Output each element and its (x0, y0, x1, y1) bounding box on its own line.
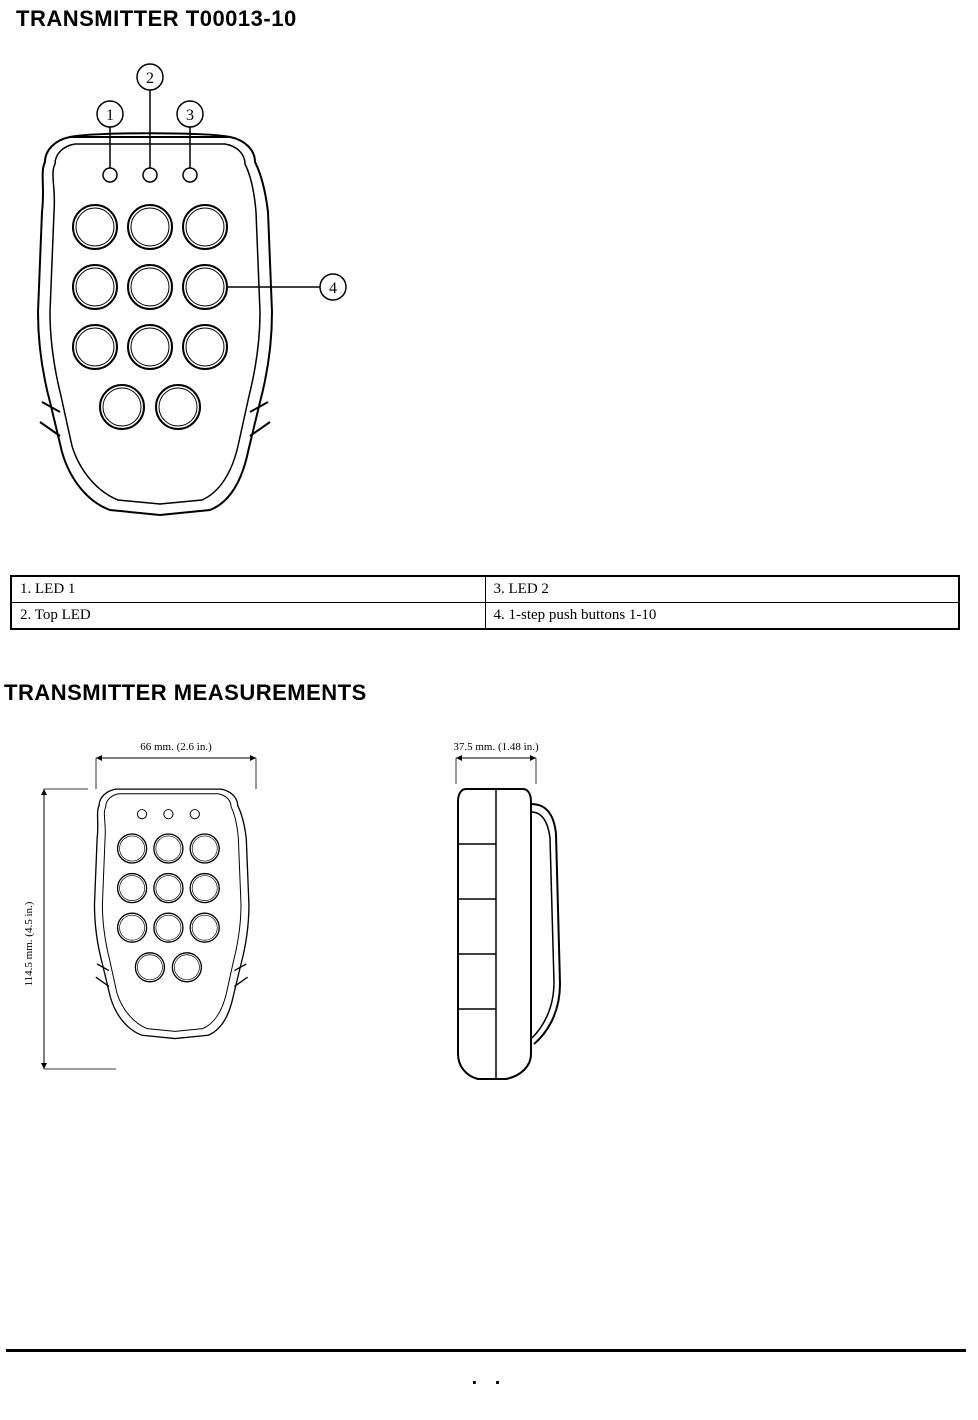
measurements-heading: TRANSMITTER MEASUREMENTS (4, 680, 978, 706)
svg-text:37.5 mm. (1.48 in.): 37.5 mm. (1.48 in.) (453, 741, 539, 753)
footer-divider (6, 1349, 966, 1352)
top-led-indicator (143, 168, 157, 182)
front-measurement-diagram: 66 mm. (2.6 in.) 114.5 mm. (4.5 in.) (6, 734, 316, 1099)
legend-cell-1: 1. LED 1 (11, 576, 485, 603)
callout-2: 2 (137, 64, 163, 90)
legend-cell-4: 4. 1-step push buttons 1-10 (485, 603, 959, 630)
table-row: 2. Top LED 4. 1-step push buttons 1-10 (11, 603, 959, 630)
legend-cell-2: 2. Top LED (11, 603, 485, 630)
svg-text:1: 1 (106, 107, 114, 124)
led-1-indicator (103, 168, 117, 182)
legend-table: 1. LED 1 3. LED 2 2. Top LED 4. 1-step p… (10, 575, 960, 630)
svg-text:2: 2 (146, 70, 154, 87)
svg-text:3: 3 (186, 107, 194, 124)
svg-text:4: 4 (329, 280, 337, 297)
svg-text:66 mm. (2.6 in.): 66 mm. (2.6 in.) (140, 741, 212, 753)
legend-cell-3: 3. LED 2 (485, 576, 959, 603)
footer-marker: . . (0, 1367, 978, 1390)
callout-3: 3 (177, 101, 203, 127)
side-measurement-diagram: 37.5 mm. (1.48 in.) (436, 734, 656, 1099)
transmitter-diagram: 1 2 3 4 (10, 32, 978, 557)
callout-1: 1 (97, 101, 123, 127)
table-row: 1. LED 1 3. LED 2 (11, 576, 959, 603)
svg-text:114.5 mm. (4.5 in.): 114.5 mm. (4.5 in.) (23, 901, 35, 986)
page-title: TRANSMITTER T00013-10 (16, 6, 978, 32)
led-2-indicator (183, 168, 197, 182)
callout-4: 4 (320, 274, 346, 300)
